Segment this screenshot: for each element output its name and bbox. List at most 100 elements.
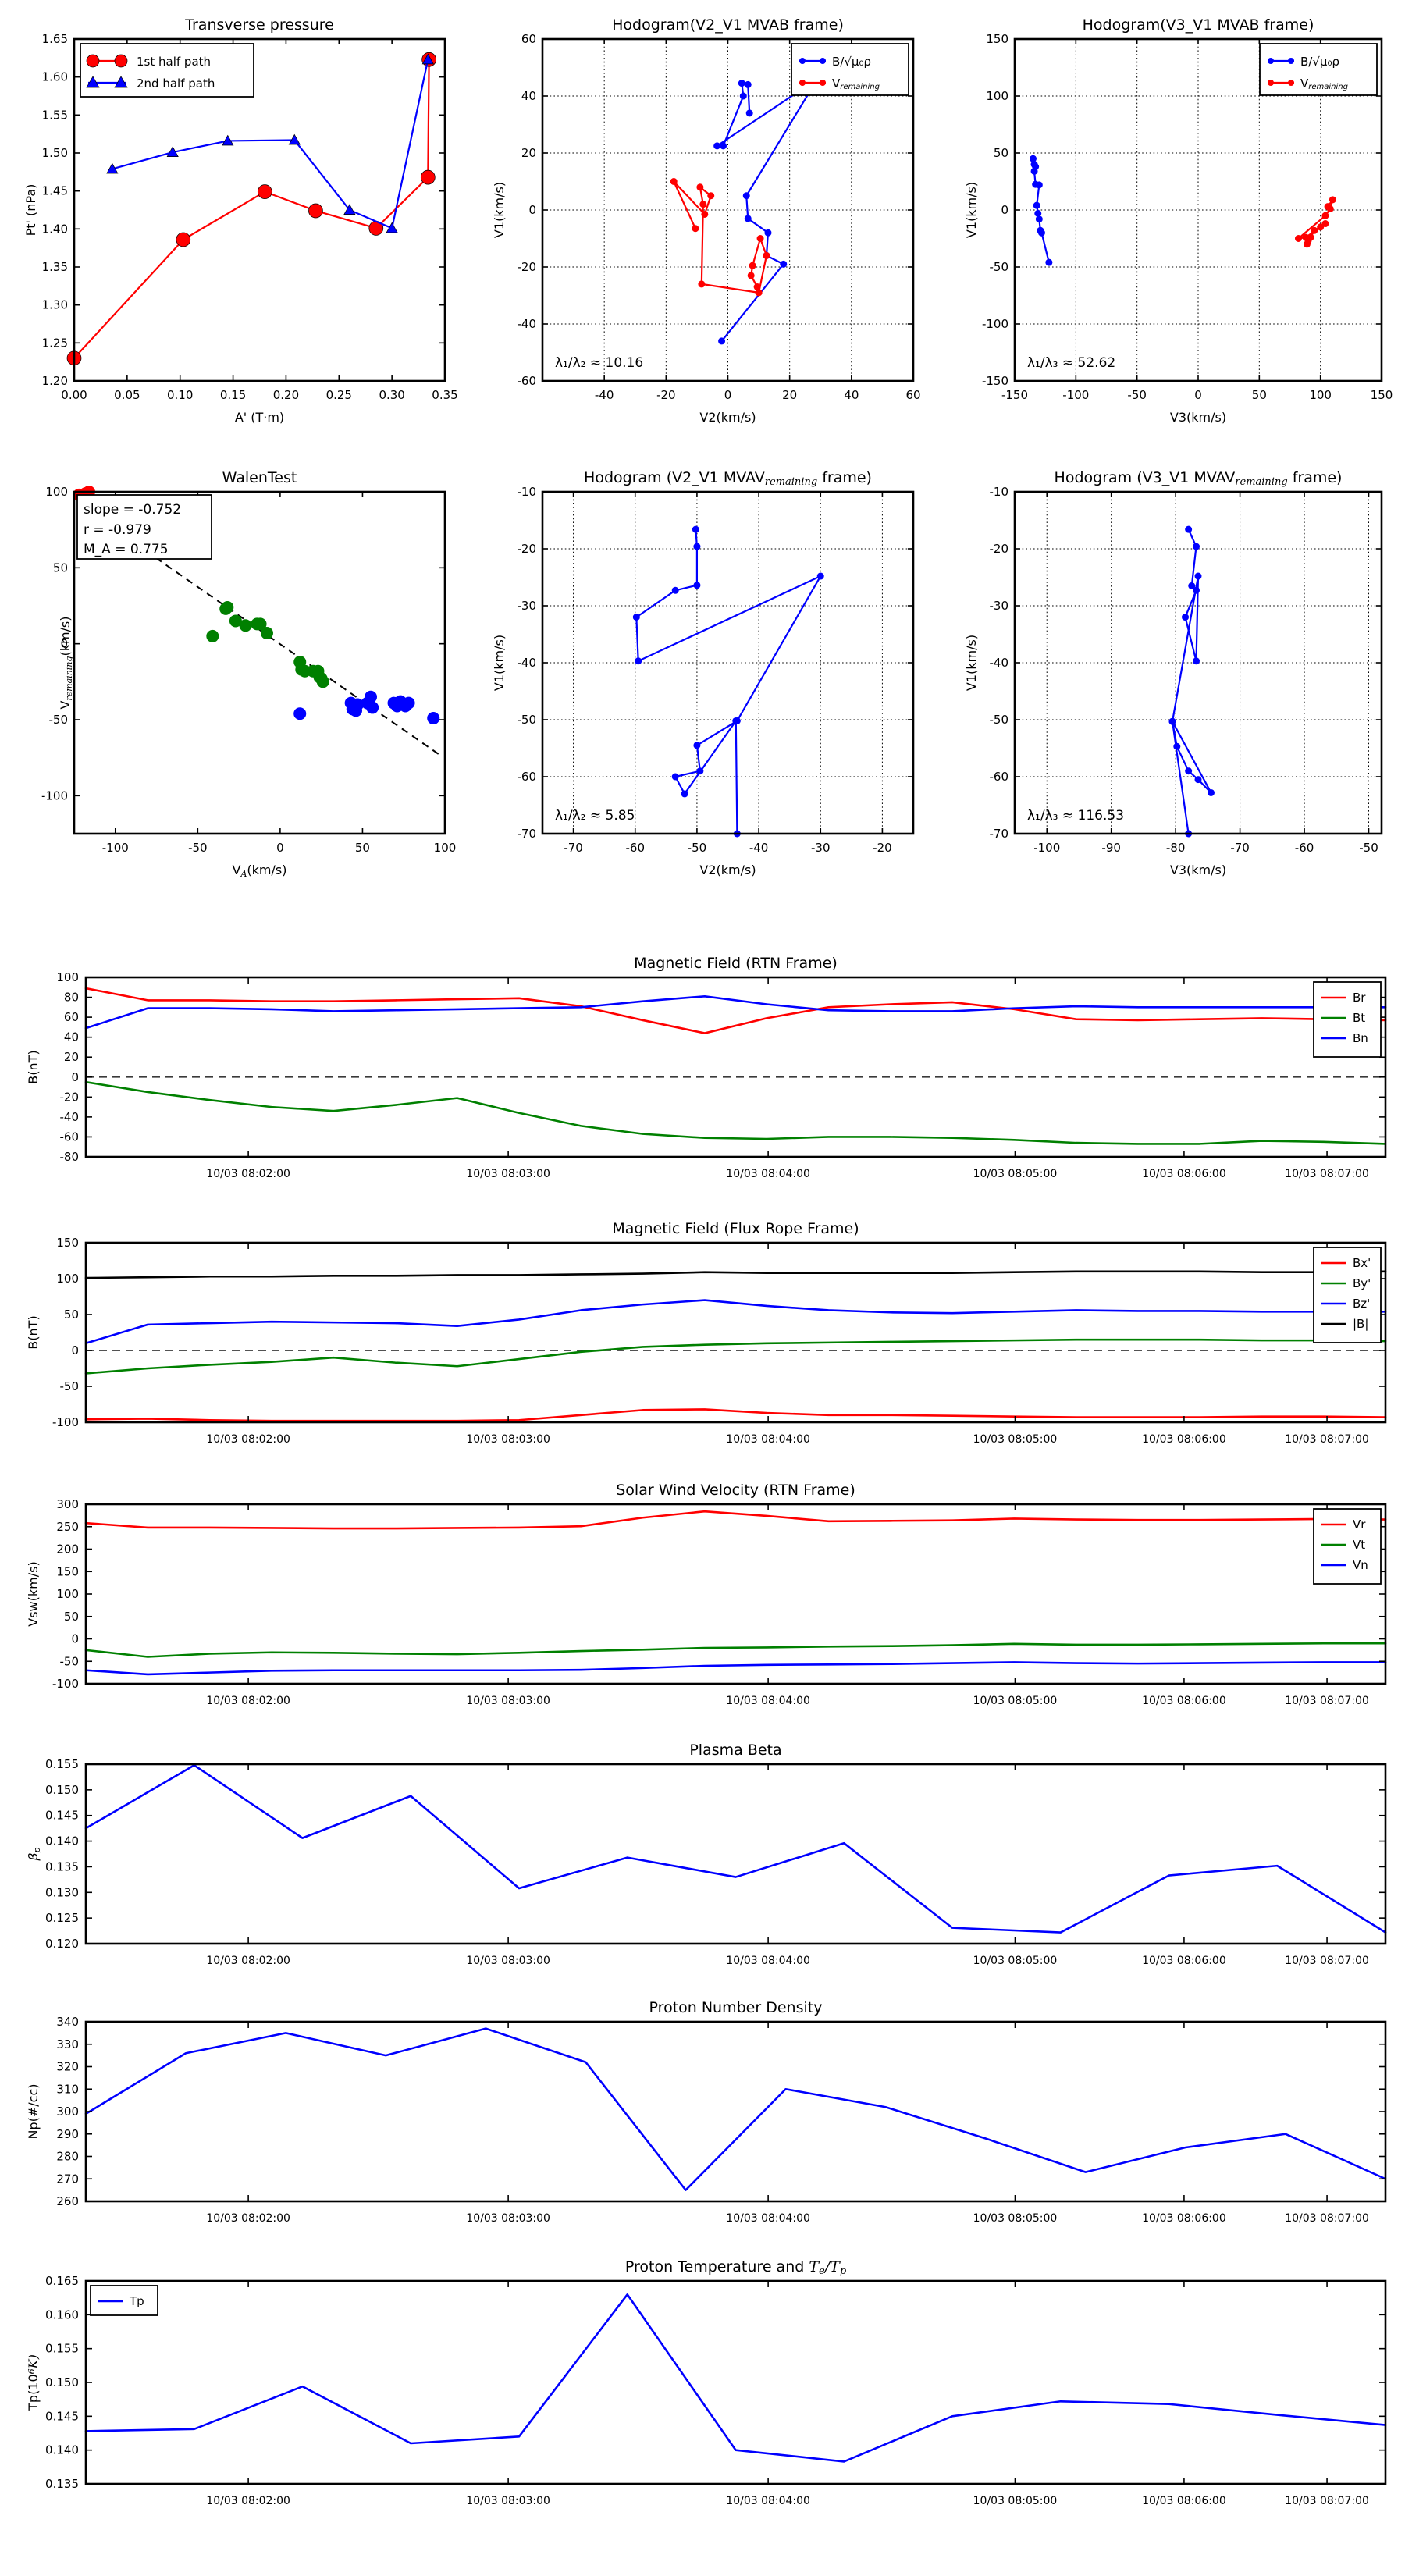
svg-text:0.15: 0.15 [220, 388, 246, 402]
marker [1194, 572, 1202, 580]
series-Vn [84, 1661, 1387, 1676]
svg-text:40: 40 [521, 89, 536, 103]
panel-plasma-beta: 0.120 0.125 0.130 0.135 0.140 0.145 0.150 0.155… [0, 1731, 1405, 1989]
scatter-point-group-blue [293, 707, 307, 720]
svg-text:0: 0 [71, 1070, 79, 1084]
svg-text:-20: -20 [656, 388, 676, 402]
x-axis-label: V2(km/s) [699, 410, 756, 425]
x-tick-timestamp: 10/03 08:06:00 [1142, 1168, 1226, 1180]
svg-text:0.135: 0.135 [45, 2477, 79, 2491]
svg-text:0.25: 0.25 [326, 388, 352, 402]
svg-text:-60: -60 [60, 1130, 80, 1144]
svg-text:0: 0 [276, 841, 284, 855]
svg-text:-150: -150 [1001, 388, 1028, 402]
series-beta_p [84, 1764, 1387, 1934]
legend [1313, 1508, 1382, 1585]
marker [696, 767, 704, 775]
svg-text:330: 330 [56, 2037, 79, 2051]
svg-text:-100: -100 [982, 317, 1008, 331]
marker [744, 215, 752, 222]
plot-area-walen-test: -100 -50 0 50 100 -100 -50 0 50 100 WalenTest VA(km… [41, 469, 456, 879]
svg-text:-60: -60 [518, 374, 537, 388]
svg-text:0: 0 [71, 1343, 79, 1357]
panel-title: Hodogram(V2_V1 MVAB frame) [612, 16, 844, 34]
x-tick-timestamp: 10/03 08:06:00 [1142, 2495, 1226, 2507]
svg-text:-90: -90 [1101, 841, 1121, 855]
x-tick-timestamp: 10/03 08:05:00 [973, 2495, 1058, 2507]
marker [257, 184, 272, 199]
legend-label-Tp: Tp [129, 2294, 144, 2308]
legend-label-Vt: Vt [1353, 1538, 1365, 1552]
marker [632, 614, 640, 621]
svg-text:-20: -20 [60, 1090, 80, 1104]
scatter-point-group-blue [351, 698, 365, 711]
svg-text:0.30: 0.30 [379, 388, 404, 402]
svg-text:310: 310 [56, 2082, 79, 2096]
svg-text:-100: -100 [1033, 841, 1060, 855]
svg-text:-30: -30 [811, 841, 831, 855]
marker [1324, 203, 1332, 211]
marker [693, 582, 701, 589]
y-axis-label: Tp(106K) [26, 2354, 41, 2411]
marker [1207, 788, 1215, 796]
svg-text:0.10: 0.10 [167, 388, 193, 402]
marker [1321, 220, 1329, 228]
svg-text:20: 20 [782, 388, 797, 402]
y-axis-label: Pt' (nPa) [23, 184, 38, 237]
marker [222, 134, 234, 146]
svg-text:-50: -50 [1127, 388, 1147, 402]
legend-marker [799, 80, 806, 86]
marker [780, 260, 788, 268]
x-tick-timestamp: 10/03 08:03:00 [466, 1168, 550, 1180]
x-tick-timestamp: 10/03 08:07:00 [1285, 2212, 1369, 2225]
marker [693, 742, 701, 749]
marker [701, 210, 709, 218]
svg-text:-50: -50 [1359, 841, 1378, 855]
svg-text:-20: -20 [518, 260, 537, 274]
legend-marker [820, 58, 826, 64]
eigenvalue-ratio-annotation: λ₁/λ₂ ≈ 5.85 [555, 808, 635, 824]
x-tick-timestamp: 10/03 08:04:00 [726, 1433, 810, 1446]
x-tick-timestamp: 10/03 08:02:00 [206, 1168, 290, 1180]
marker [747, 272, 755, 279]
x-tick-timestamp: 10/03 08:06:00 [1142, 1955, 1226, 1967]
svg-text:280: 280 [56, 2150, 79, 2164]
marker [308, 203, 323, 219]
svg-text:-50: -50 [518, 713, 537, 727]
scatter-point-group-green [254, 617, 267, 631]
series-Bz' [84, 1299, 1387, 1345]
marker [713, 142, 721, 150]
marker [738, 80, 745, 87]
svg-text:-60: -60 [518, 770, 537, 784]
panel-title: Magnetic Field (Flux Rope Frame) [612, 1220, 859, 1237]
marker [1311, 226, 1318, 234]
marker [1188, 582, 1196, 589]
svg-text:-50: -50 [990, 260, 1009, 274]
x-axis-label: V3(km/s) [1170, 410, 1226, 425]
svg-text:50: 50 [64, 1610, 79, 1624]
y-axis-label: Vsw(km/s) [26, 1561, 41, 1626]
series-Vr [84, 1510, 1387, 1530]
svg-text:1.35: 1.35 [42, 260, 68, 274]
panel-hodogram-v3v1-mvab: -150 -100 -50 0 50 100 150 -150 -100 -50 0 50 100 150… [937, 0, 1405, 453]
scatter-point-group-blue [402, 696, 415, 710]
x-tick-timestamp: 10/03 08:04:00 [726, 2212, 810, 2225]
svg-text:-50: -50 [60, 1654, 80, 1668]
svg-text:270: 270 [56, 2172, 79, 2186]
svg-text:0: 0 [71, 1632, 79, 1646]
scatter-point-group-blue [366, 701, 379, 714]
svg-text:50: 50 [994, 146, 1008, 160]
marker [745, 109, 753, 117]
svg-text:290: 290 [56, 2127, 79, 2141]
svg-text:-20: -20 [518, 542, 537, 556]
series-Tp [84, 2293, 1387, 2463]
marker [1032, 180, 1040, 188]
svg-text:50: 50 [1252, 388, 1267, 402]
x-tick-timestamp: 10/03 08:05:00 [973, 1433, 1058, 1446]
walen-slope-value: slope = -0.752 [84, 502, 181, 518]
svg-text:-70: -70 [990, 827, 1009, 841]
marker [1302, 233, 1310, 241]
marker [1045, 258, 1053, 266]
marker [1185, 767, 1193, 775]
x-tick-timestamp: 10/03 08:02:00 [206, 1955, 290, 1967]
